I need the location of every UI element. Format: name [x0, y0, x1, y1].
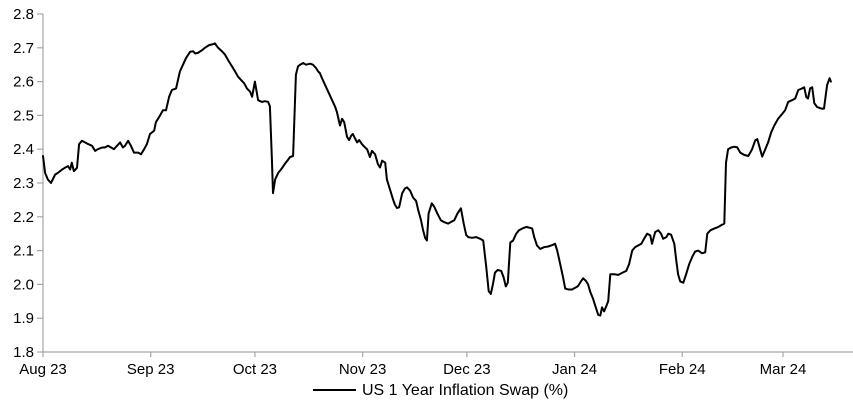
y-tick-label: 2.2	[13, 209, 34, 226]
x-axis-ticks: Aug 23 Sep 23 Oct 23 Nov 23 Dec 23 Jan 24 Feb …	[19, 352, 806, 378]
x-tick-label: Nov 23	[339, 361, 387, 378]
y-tick-label: 1.8	[13, 344, 34, 361]
x-tick-label: Mar 24	[760, 361, 807, 378]
y-tick-label: 2.5	[13, 107, 34, 124]
y-axis-ticks: 1.8 1.9 2.0 2.1 2.2 2.3 2.4 2.5 2.6 2.7 2.8	[13, 6, 43, 361]
legend-label: US 1 Year Inflation Swap (%)	[362, 382, 568, 399]
y-tick-label: 2.8	[13, 6, 34, 23]
x-tick-label: Sep 23	[127, 361, 175, 378]
x-tick-label: Dec 23	[443, 361, 491, 378]
x-tick-label: Jan 24	[552, 361, 597, 378]
y-tick-label: 2.6	[13, 74, 34, 91]
x-tick-label: Feb 24	[659, 361, 706, 378]
y-axis: 1.8 1.9 2.0 2.1 2.2 2.3 2.4 2.5 2.6 2.7 2.8	[13, 6, 44, 361]
x-tick-label: Oct 23	[233, 361, 277, 378]
y-tick-label: 2.4	[13, 141, 34, 158]
x-axis: Aug 23 Sep 23 Oct 23 Nov 23 Dec 23 Jan 24 Feb …	[19, 351, 853, 378]
y-tick-label: 2.0	[13, 276, 34, 293]
y-tick-label: 2.1	[13, 243, 34, 260]
x-tick-label: Aug 23	[19, 361, 67, 378]
y-tick-label: 2.7	[13, 40, 34, 57]
y-tick-label: 1.9	[13, 310, 34, 327]
legend: US 1 Year Inflation Swap (%)	[313, 382, 568, 399]
inflation-swap-line	[42, 42, 832, 317]
y-tick-label: 2.3	[13, 175, 34, 192]
